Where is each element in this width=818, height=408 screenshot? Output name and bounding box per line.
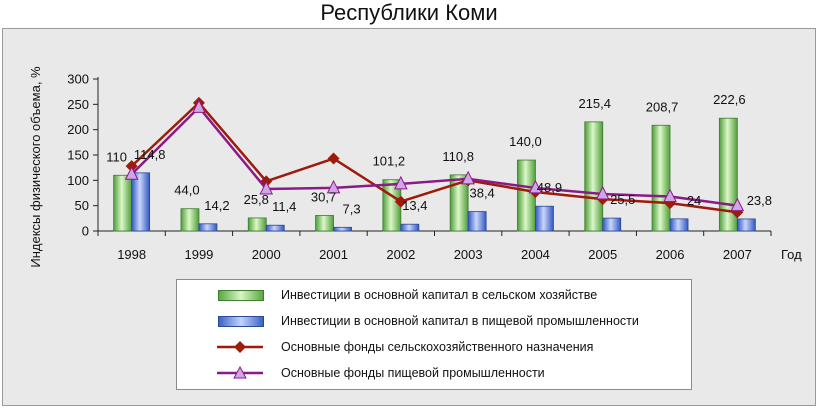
data-label: 48,9	[537, 180, 562, 195]
data-label: 25,8	[244, 192, 269, 207]
triangle-marker	[528, 179, 543, 194]
legend-item-food-investment: Инвестиции в основной капитал в пищевой …	[177, 308, 693, 334]
legend-key-red-line	[215, 334, 277, 360]
chart-title: Республики Коми	[320, 0, 498, 25]
data-label: 114,8	[134, 147, 166, 162]
data-label: 25,5	[610, 192, 635, 207]
triangle-marker	[663, 188, 677, 203]
data-label: 14,2	[204, 198, 229, 213]
data-label: 24	[687, 193, 701, 208]
legend-item-agri-investment: Инвестиции в основной капитал в сельском…	[177, 282, 693, 308]
legend-label: Инвестиции в основной капитал в пищевой …	[281, 314, 639, 328]
data-label: 13,4	[402, 198, 427, 213]
x-tick-label: 2005	[588, 247, 617, 262]
triangle-marker	[192, 99, 206, 113]
triangle-marker	[595, 185, 610, 200]
legend-key-blue-bar	[215, 308, 277, 334]
legend-label: Основные фонды сельскохозяйственного наз…	[281, 340, 594, 354]
y-tick-label: 250	[67, 97, 89, 112]
data-label: 7,3	[343, 201, 361, 216]
data-label: 222,6	[713, 92, 746, 107]
y-tick-label: 150	[67, 148, 89, 163]
data-label: 38,4	[469, 186, 494, 201]
data-label: 11,4	[272, 199, 296, 214]
bar	[333, 226, 352, 232]
bar	[180, 208, 200, 232]
data-label: 208,7	[646, 99, 679, 114]
bar	[602, 217, 622, 232]
chart-legend: Инвестиции в основной капитал в сельском…	[176, 279, 692, 390]
bar	[265, 224, 285, 232]
y-tick-label: 200	[67, 122, 89, 137]
series-line-food-funds	[130, 106, 738, 207]
data-label: 101,2	[373, 154, 406, 169]
x-tick-label: 2001	[319, 247, 348, 262]
legend-key-purple-line	[215, 360, 277, 386]
triangle-marker	[124, 166, 139, 180]
data-label: 110	[106, 149, 127, 164]
triangle-marker	[394, 175, 408, 190]
y-tick-label: 100	[67, 173, 89, 188]
x-tick-label: 2002	[386, 247, 415, 262]
bar	[467, 211, 487, 232]
y-tick-label: 50	[75, 198, 89, 213]
triangle-marker	[461, 170, 475, 185]
x-tick-label: 1999	[184, 247, 213, 262]
x-tick-label: 2000	[252, 247, 281, 262]
data-label: 44,0	[174, 183, 199, 198]
x-tick-label: 2003	[454, 247, 483, 262]
bar	[669, 218, 689, 232]
bar	[517, 159, 536, 232]
triangle-marker	[326, 179, 341, 194]
diamond-marker	[394, 195, 407, 208]
legend-item-food-funds: Основные фонды пищевой промышленности	[177, 360, 693, 386]
diamond-marker	[327, 152, 340, 165]
data-label: 140,0	[509, 134, 542, 149]
series-line-agri-funds	[130, 101, 738, 214]
legend-label: Основные фонды пищевой промышленности	[281, 366, 545, 380]
bar	[247, 217, 267, 232]
bar	[113, 174, 133, 232]
x-axis-title: Год	[781, 247, 802, 262]
triangle-marker	[259, 180, 274, 195]
triangle-marker	[730, 197, 745, 212]
bar	[535, 205, 554, 232]
bar	[584, 121, 604, 232]
bar	[198, 223, 218, 232]
y-axis-title: Индексы физического объема, %	[28, 66, 43, 268]
bar	[131, 172, 151, 232]
x-tick-label: 2004	[521, 247, 550, 262]
bar	[651, 124, 671, 232]
legend-label: Инвестиции в основной капитал в сельском…	[281, 288, 598, 302]
bar	[315, 215, 334, 232]
x-tick-label: 1998	[117, 247, 146, 262]
data-label: 23,8	[747, 193, 772, 208]
legend-item-agri-funds: Основные фонды сельскохозяйственного наз…	[177, 334, 693, 360]
bar	[400, 223, 420, 232]
bar	[736, 218, 756, 232]
y-tick-label: 300	[67, 72, 89, 87]
x-tick-label: 2007	[723, 247, 752, 262]
data-label: 110,8	[442, 149, 474, 164]
data-label: 215,4	[578, 96, 611, 111]
y-tick-label: 0	[82, 224, 89, 239]
x-tick-label: 2006	[656, 247, 685, 262]
data-label: 30,7	[311, 189, 336, 204]
legend-key-green-bar	[215, 282, 277, 308]
bar	[449, 174, 469, 232]
